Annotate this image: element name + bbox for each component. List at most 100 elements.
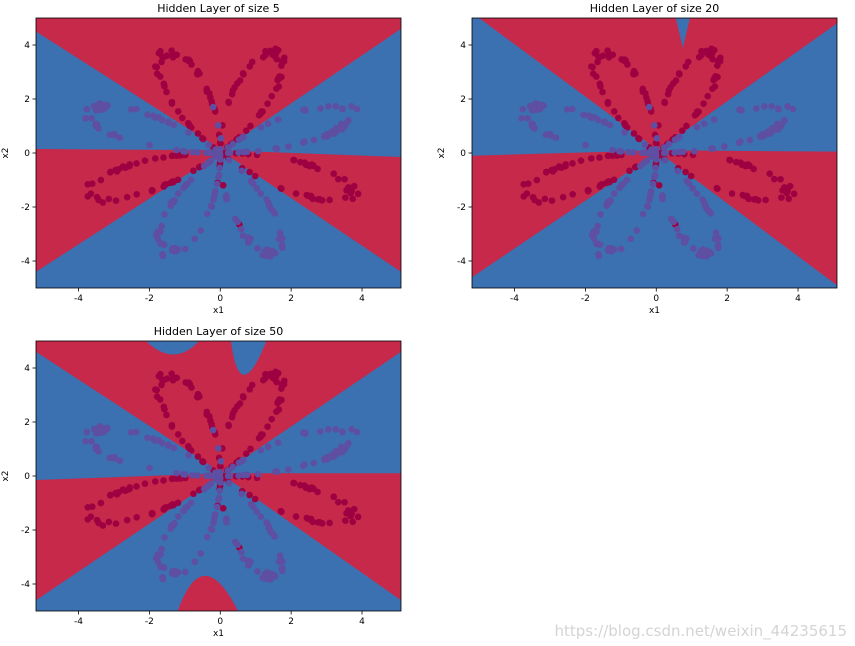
- data-point-class-0: [95, 519, 102, 527]
- data-point-class-1: [83, 428, 91, 436]
- data-point-class-1: [159, 252, 167, 260]
- data-point-class-1: [690, 245, 697, 252]
- data-point-class-0: [631, 163, 639, 171]
- data-point-class-1: [645, 103, 653, 111]
- data-point-class-1: [133, 105, 140, 113]
- data-point-class-0: [599, 52, 607, 59]
- data-point-class-0: [195, 163, 203, 171]
- data-point-class-1: [529, 103, 537, 111]
- data-point-class-1: [278, 244, 286, 252]
- data-point-class-1: [712, 229, 720, 237]
- chart-svg: -4 -2 0 2 4 4 2 0 -2 -4 Hidden Layer of size 5 x1 x2: [1, 2, 402, 316]
- data-point-class-0: [597, 181, 604, 189]
- data-point-class-1: [223, 195, 230, 203]
- data-point-class-1: [707, 249, 715, 257]
- data-point-class-1: [326, 453, 334, 461]
- data-point-class-0: [163, 52, 171, 59]
- data-point-class-1: [310, 459, 318, 467]
- data-point-class-0: [559, 193, 567, 201]
- data-point-class-1: [92, 443, 99, 451]
- data-point-class-1: [715, 235, 722, 242]
- data-point-class-1: [279, 235, 286, 242]
- data-point-class-1: [699, 196, 706, 203]
- data-point-class-1: [590, 235, 598, 243]
- data-point-class-0: [112, 520, 120, 527]
- data-point-class-1: [185, 452, 192, 459]
- data-point-class-0: [141, 480, 149, 488]
- chart-panel-size-50: -4 -2 0 2 4 4 2 0 -2 -4 Hidden Layer of size 50 x1 x…: [0, 323, 420, 643]
- data-point-class-0: [610, 176, 618, 184]
- data-point-class-0: [785, 195, 793, 203]
- data-point-class-0: [750, 196, 758, 203]
- data-point-class-1: [536, 101, 543, 109]
- data-point-class-0: [644, 97, 651, 105]
- data-point-class-0: [194, 70, 201, 78]
- data-point-class-1: [761, 103, 768, 110]
- data-point-class-0: [160, 154, 167, 161]
- data-point-class-1: [317, 105, 324, 112]
- data-point-class-0: [593, 47, 600, 55]
- data-point-class-1: [167, 525, 175, 533]
- data-point-class-1: [660, 149, 668, 157]
- data-point-class-1: [276, 229, 284, 237]
- data-point-class-1: [204, 160, 211, 167]
- data-point-class-1: [217, 156, 224, 163]
- data-point-class-1: [618, 181, 625, 189]
- data-point-class-0: [354, 513, 362, 521]
- data-point-class-1: [348, 102, 355, 110]
- data-point-class-0: [246, 63, 254, 70]
- data-point-class-1: [229, 463, 237, 471]
- chart-svg: -4 -2 0 2 4 4 2 0 -2 -4 Hidden Layer of size 50 x1 x…: [1, 325, 402, 639]
- data-point-class-0: [168, 152, 176, 160]
- data-point-class-0: [341, 498, 348, 506]
- data-point-class-0: [219, 505, 227, 512]
- data-point-class-1: [630, 149, 637, 156]
- data-point-class-1: [168, 247, 176, 254]
- y-tick-label: 2: [460, 95, 466, 105]
- data-point-class-0: [275, 406, 283, 413]
- chart-title: Hidden Layer of size 50: [154, 325, 284, 338]
- data-point-class-1: [257, 123, 265, 131]
- data-point-class-1: [116, 134, 124, 141]
- data-point-class-1: [699, 252, 706, 260]
- data-point-class-0: [306, 485, 313, 493]
- data-point-class-0: [343, 187, 350, 194]
- data-point-class-0: [141, 157, 149, 165]
- data-point-class-0: [682, 63, 690, 70]
- data-point-class-1: [225, 479, 233, 487]
- data-point-class-1: [211, 190, 218, 197]
- data-point-class-1: [353, 105, 361, 113]
- data-point-class-1: [257, 446, 265, 454]
- data-point-class-1: [700, 120, 708, 128]
- data-point-class-0: [309, 518, 317, 526]
- data-point-class-0: [350, 505, 358, 513]
- data-point-class-1: [146, 141, 153, 149]
- data-point-class-0: [290, 156, 297, 164]
- data-point-class-0: [151, 155, 159, 162]
- y-tick-label: -2: [21, 203, 30, 213]
- y-axis-label: x2: [437, 147, 447, 158]
- data-point-class-1: [603, 202, 611, 210]
- data-point-class-0: [163, 88, 170, 96]
- decision-region-blue: [472, 151, 837, 288]
- data-point-class-1: [173, 469, 180, 477]
- x-tick-label: -2: [145, 617, 154, 627]
- data-point-class-1: [182, 504, 189, 512]
- data-point-class-1: [191, 235, 199, 243]
- data-point-class-1: [111, 132, 119, 139]
- data-point-class-1: [301, 106, 309, 113]
- data-point-class-0: [119, 486, 127, 493]
- x-tick-label: 4: [359, 294, 365, 304]
- data-point-class-1: [276, 552, 284, 560]
- data-point-class-1: [274, 439, 282, 446]
- data-point-class-1: [254, 470, 262, 478]
- data-point-class-1: [673, 225, 681, 233]
- data-point-class-1: [215, 494, 223, 502]
- data-point-class-1: [596, 241, 604, 248]
- data-point-class-0: [630, 70, 637, 78]
- data-point-class-1: [651, 171, 659, 179]
- data-point-class-0: [604, 152, 612, 160]
- data-point-class-1: [254, 245, 261, 252]
- data-point-class-1: [160, 564, 168, 571]
- x-axis-label: x1: [649, 306, 660, 316]
